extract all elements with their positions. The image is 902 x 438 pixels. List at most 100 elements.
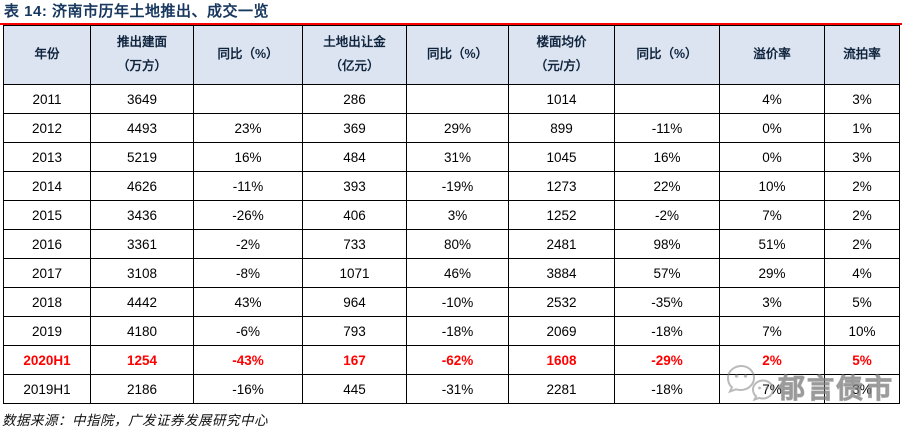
column-header: 楼面均价 （元/方） [508,25,615,85]
table-cell: 3% [824,142,900,172]
table-cell: 2012 [3,113,91,143]
table-cell: 4% [719,84,825,114]
table-cell [193,84,303,114]
column-header: 同比（%） [614,25,720,85]
table-cell: 2018 [3,287,91,317]
table-cell: 4493 [90,113,194,143]
table-cell: 7% [719,200,825,230]
table-cell: -19% [406,171,509,201]
table-cell: 1252 [508,200,615,230]
table-cell: 4442 [90,287,194,317]
table-cell: 4180 [90,316,194,346]
table-title: 表 14: 济南市历年土地推出、成交一览 [4,3,270,20]
table-cell: 3108 [90,258,194,288]
column-header: 同比（%） [193,25,303,85]
table-cell: 2% [824,200,900,230]
table-cell: 3% [406,200,509,230]
table-row: 2014 4626 -11% 393 -19% 1273 22% 10% 2% [3,171,900,201]
table-cell: 286 [302,84,407,114]
table-row: 2019H1 2186 -16% 445 -31% 2281 -18% 7% 3% [3,374,900,404]
table-cell: 2% [719,345,825,375]
table-cell: 2481 [508,229,615,259]
column-header: 同比（%） [406,25,509,85]
table-cell [614,84,720,114]
table-cell: 23% [193,113,303,143]
table-row: 2019 4180 -6% 793 -18% 2069 -18% 7% 10% [3,316,900,346]
table-cell: -11% [193,171,303,201]
table-cell: -29% [614,345,720,375]
table-cell: 98% [614,229,720,259]
table-cell: -18% [614,374,720,404]
table-cell: 406 [302,200,407,230]
title-underline-rule [0,23,902,25]
table-cell: 10% [719,171,825,201]
table-cell: 2019 [3,316,91,346]
table-cell: -2% [614,200,720,230]
table-cell: -35% [614,287,720,317]
table-cell: 3% [824,84,900,114]
table-cell: -6% [193,316,303,346]
table-cell: -8% [193,258,303,288]
table-cell: 29% [719,258,825,288]
table-cell: -11% [614,113,720,143]
table-cell: 1045 [508,142,615,172]
table-row: 2018 4442 43% 964 -10% 2532 -35% 3% 5% [3,287,900,317]
table-cell: -62% [406,345,509,375]
table-cell: 2% [824,171,900,201]
table-cell: 4626 [90,171,194,201]
table-cell: 733 [302,229,407,259]
table-cell: 1071 [302,258,407,288]
table-cell: -18% [614,316,720,346]
table-row: 2015 3436 -26% 406 3% 1252 -2% 7% 2% [3,200,900,230]
table-cell: 3649 [90,84,194,114]
table-cell: 3436 [90,200,194,230]
table-cell: 1254 [90,345,194,375]
data-source-note: 数据来源：中指院，广发证券发展研究中心 [2,413,268,428]
table-cell: 0% [719,142,825,172]
table-cell: 393 [302,171,407,201]
table-cell: 167 [302,345,407,375]
table-cell: 2281 [508,374,615,404]
table-cell: 80% [406,229,509,259]
table-cell: 1014 [508,84,615,114]
table-cell: 5% [824,287,900,317]
table-cell: 2020H1 [3,345,91,375]
table-cell: 1608 [508,345,615,375]
column-header: 年份 [3,25,91,85]
table-cell: -16% [193,374,303,404]
table-cell: -18% [406,316,509,346]
table-row: 2011 3649 286 1014 4% 3% [3,84,900,114]
table-cell: 3% [824,374,900,404]
table-cell: 7% [719,316,825,346]
table-cell: 29% [406,113,509,143]
table-cell: 57% [614,258,720,288]
table-cell: 369 [302,113,407,143]
table-cell: 4% [824,258,900,288]
column-header: 流拍率 [824,25,900,85]
table-cell: 2011 [3,84,91,114]
table-cell: -10% [406,287,509,317]
table-cell: 964 [302,287,407,317]
column-header: 土地出让金 （亿元） [302,25,407,85]
table-cell: 10% [824,316,900,346]
land-supply-table: 年份 推出建面 （万方） 同比（%） 土地出让金 （亿元） 同比（%） 楼面均价 （元/方… [3,25,900,404]
table-body: 2011 3649 286 1014 4% 3% 2012 4493 23% 369 29% 899-… [3,84,900,404]
table-cell: 7% [719,374,825,404]
table-cell: 793 [302,316,407,346]
table-cell: 3% [719,287,825,317]
table-cell: 51% [719,229,825,259]
table-cell: 484 [302,142,407,172]
table-cell: 1% [824,113,900,143]
table-cell: 2069 [508,316,615,346]
table-cell: 2% [824,229,900,259]
table-cell: 2015 [3,200,91,230]
table-cell: 5% [824,345,900,375]
table-cell: 1273 [508,171,615,201]
table-cell: 2186 [90,374,194,404]
table-cell: -26% [193,200,303,230]
table-cell: 3884 [508,258,615,288]
table-cell: -2% [193,229,303,259]
column-header: 溢价率 [719,25,825,85]
table-cell: 2017 [3,258,91,288]
table-cell: 22% [614,171,720,201]
